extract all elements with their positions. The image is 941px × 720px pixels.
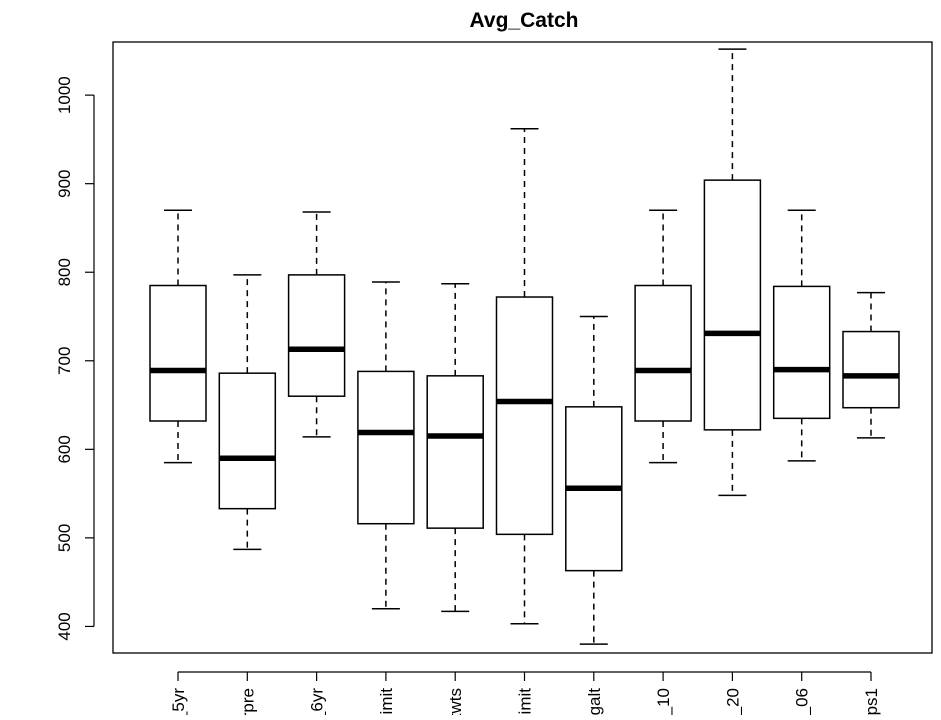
iqr-box — [495, 296, 554, 536]
box-8 — [634, 209, 692, 464]
box-1 — [149, 209, 207, 464]
y-tick-label: 500 — [55, 524, 74, 552]
x-tick-label: igalt — [585, 688, 604, 715]
y-tick-label: 400 — [55, 612, 74, 640]
box-6 — [495, 128, 554, 625]
iqr-box — [634, 284, 692, 422]
y-axis: 400 500 600 700 800 900 1000 — [55, 76, 95, 641]
box-3 — [287, 211, 346, 438]
x-tick-label: l_20 — [723, 688, 742, 715]
box-5 — [426, 282, 484, 613]
y-tick-label: 600 — [55, 435, 74, 463]
iqr-box — [703, 179, 762, 431]
x-tick-label: l_10 — [654, 688, 673, 715]
x-tick-label: rpre — [238, 688, 257, 715]
box-series — [149, 48, 900, 645]
y-tick-label: 700 — [55, 347, 74, 375]
box-11 — [842, 291, 900, 439]
plot-frame — [112, 41, 933, 654]
x-tick-label: _6yr — [308, 688, 327, 715]
box-9 — [703, 48, 762, 497]
box-4 — [357, 281, 415, 610]
x-tick-label: _06 — [793, 688, 812, 715]
box-7 — [565, 315, 623, 645]
box-10 — [772, 209, 831, 462]
chart-title: Avg_Catch — [470, 9, 579, 32]
y-tick-label: 900 — [55, 169, 74, 197]
iqr-box — [287, 274, 346, 397]
x-axis: _5yr rpre _6yr limit twts limit igalt l_10 l_20 _… — [169, 671, 881, 720]
box-2 — [218, 274, 277, 551]
y-tick-label: 1000 — [55, 76, 74, 114]
iqr-box — [842, 330, 900, 409]
y-tick-label: 800 — [55, 258, 74, 286]
x-tick-label: twts — [446, 688, 465, 715]
iqr-box — [149, 284, 207, 422]
x-tick-label: limit — [516, 688, 535, 715]
x-tick-label: yps1 — [862, 688, 881, 715]
iqr-box — [772, 285, 831, 420]
x-tick-label: limit — [377, 688, 396, 715]
iqr-box — [426, 375, 484, 529]
iqr-box — [357, 370, 415, 525]
iqr-box — [218, 372, 277, 510]
x-tick-label: _5yr — [169, 688, 188, 715]
